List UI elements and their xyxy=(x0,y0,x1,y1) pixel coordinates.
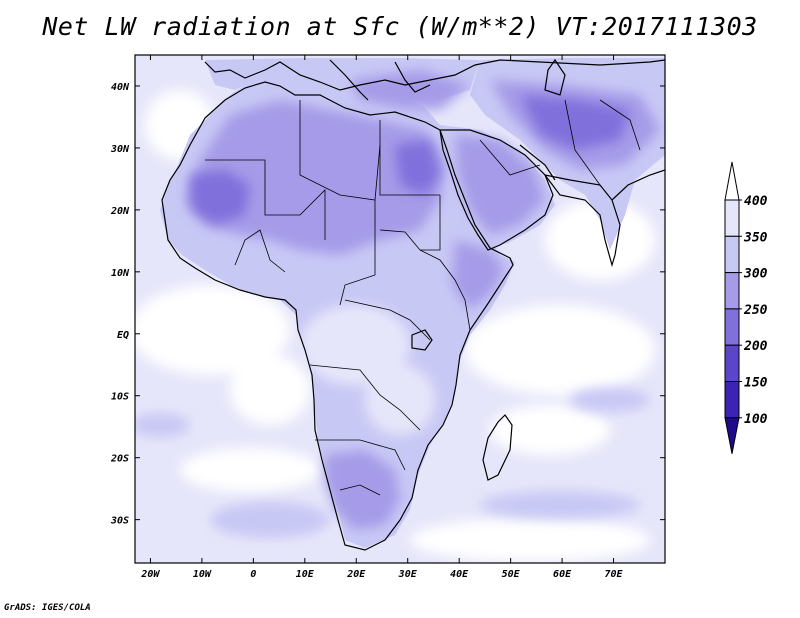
caspian-coastline xyxy=(544,58,566,96)
persian-gulf-coastline xyxy=(519,144,556,181)
country-borders xyxy=(205,99,641,496)
lon-tick-label: 20E xyxy=(346,569,366,580)
colorbar-label: 400 xyxy=(744,194,768,209)
southern-africa-region xyxy=(325,450,400,530)
colorbar-label: 200 xyxy=(743,339,768,354)
longitude-axis: 20W 10W 0 10E 20E 30E 40E 50E 60E 70E xyxy=(140,55,624,580)
lat-tick-label: EQ xyxy=(117,330,129,341)
lat-tick-label: 40N xyxy=(111,82,130,93)
ocean-band xyxy=(570,388,650,412)
lat-tick-label: 20S xyxy=(110,454,129,465)
ocean-clear-region xyxy=(180,448,320,492)
coastlines xyxy=(161,58,665,551)
latitude-axis: 40N 30N 20N 10N EQ 10S 20S 30S xyxy=(110,82,665,527)
colorbar-label: 350 xyxy=(743,230,768,245)
border-line xyxy=(339,484,381,496)
lat-tick-label: 10S xyxy=(111,392,129,403)
border-line xyxy=(315,439,406,471)
colorbar-bottom-arrow xyxy=(724,417,740,454)
colorbar-box xyxy=(724,235,740,274)
ocean-band xyxy=(480,491,640,519)
lat-tick-label: 10N xyxy=(111,268,130,279)
border-line xyxy=(339,200,376,306)
lon-tick-label: 10E xyxy=(296,569,315,580)
central-africa-clouds xyxy=(365,365,435,435)
arabia-coastline xyxy=(439,129,554,251)
border-line xyxy=(564,99,601,186)
colorbar: 400 350 300 250 200 150 100 xyxy=(724,161,768,454)
ocean-clear-region xyxy=(490,405,610,455)
arabia-dark-region xyxy=(455,135,545,235)
ocean-band xyxy=(210,502,330,538)
mediterranean-dark-region xyxy=(350,70,470,110)
egypt-darker-region xyxy=(395,140,440,195)
ocean-clear-region xyxy=(230,355,310,425)
border-line xyxy=(379,120,440,196)
iran-darker-region xyxy=(520,95,630,150)
colorbar-label: 300 xyxy=(743,267,768,282)
plot-frame xyxy=(134,54,666,564)
border-line xyxy=(234,229,286,273)
lon-tick-label: 10W xyxy=(193,569,212,580)
italy-coastline xyxy=(329,59,369,101)
lon-tick-label: 70E xyxy=(605,569,624,580)
central-africa-clouds xyxy=(300,305,410,385)
border-line xyxy=(309,364,421,431)
africa-coastline xyxy=(161,81,514,551)
lat-tick-label: 20N xyxy=(110,206,130,217)
lon-tick-label: 60E xyxy=(553,569,572,580)
colorbar-label: 100 xyxy=(744,412,768,427)
colorbar-box xyxy=(724,272,740,310)
border-line xyxy=(599,99,641,151)
shaded-field xyxy=(135,55,665,563)
map-figure: 20W 10W 0 10E 20E 30E 40E 50E 60E 70E 40N 30N 20N 10… xyxy=(110,54,768,580)
lake-victoria xyxy=(411,329,433,351)
horn-dark-region xyxy=(452,240,505,310)
colorbar-top-arrow xyxy=(724,161,740,201)
colorbar-box xyxy=(724,199,740,237)
india-coastline xyxy=(611,169,665,201)
page-title: Net LW radiation at Sfc (W/m**2) VT:2017… xyxy=(42,12,758,41)
lon-tick-label: 50E xyxy=(502,569,521,580)
colorbar-box xyxy=(724,344,740,383)
ocean-clear-region xyxy=(465,305,655,395)
lon-tick-label: 0 xyxy=(250,569,256,580)
credit-label: GrADS: IGES/COLA xyxy=(4,603,91,613)
border-line xyxy=(419,249,471,331)
ocean-clear-region xyxy=(135,285,290,375)
border-line xyxy=(299,100,381,201)
europe-coastline xyxy=(204,59,665,91)
ocean-band xyxy=(135,413,190,437)
colorbar-label: 150 xyxy=(744,376,768,391)
colorbar-box xyxy=(724,308,740,346)
colorbar-label: 250 xyxy=(743,303,768,318)
ocean-clear-region xyxy=(410,518,650,562)
border-line xyxy=(205,159,326,240)
lon-tick-label: 40E xyxy=(450,569,469,580)
ocean-clear-region xyxy=(545,200,655,280)
asia-coastline xyxy=(543,174,621,268)
lat-tick-label: 30S xyxy=(110,516,129,527)
lon-tick-label: 20W xyxy=(140,569,160,580)
lat-tick-label: 30N xyxy=(110,144,130,155)
lon-tick-label: 30E xyxy=(398,569,418,580)
madagascar-coastline xyxy=(482,414,513,481)
greece-coastline xyxy=(394,61,431,93)
mauritania-darker-region xyxy=(190,170,250,225)
border-line xyxy=(479,139,541,176)
border-line xyxy=(344,299,431,341)
colorbar-box xyxy=(724,381,740,419)
